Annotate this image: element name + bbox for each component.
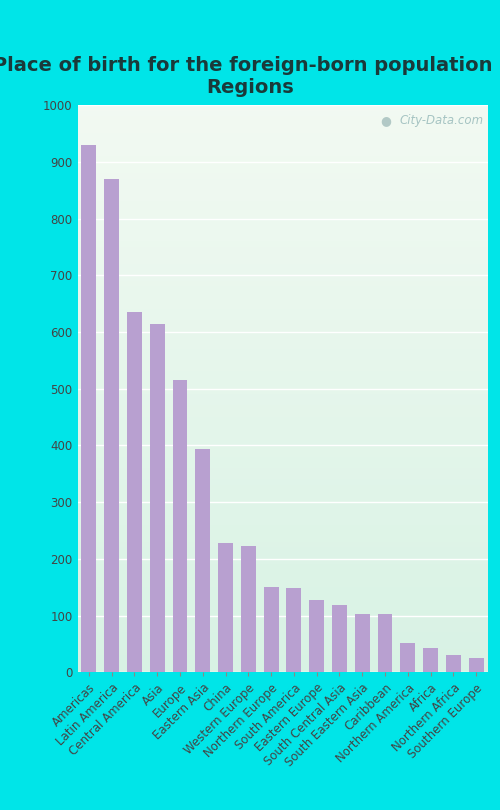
Bar <box>446 655 460 672</box>
Text: Place of birth for the foreign-born population -
Regions: Place of birth for the foreign-born popu… <box>0 57 500 97</box>
Bar <box>127 312 142 672</box>
Bar <box>82 145 96 672</box>
Bar <box>378 615 392 672</box>
Text: ●: ● <box>380 113 391 127</box>
Bar <box>150 323 164 672</box>
Bar <box>172 380 188 672</box>
Bar <box>264 587 278 672</box>
Bar <box>241 547 256 672</box>
Bar <box>218 543 233 672</box>
Bar <box>310 599 324 672</box>
Bar <box>196 450 210 672</box>
Bar <box>286 588 302 672</box>
Bar <box>104 179 119 672</box>
Bar <box>400 643 415 672</box>
Bar <box>332 605 347 672</box>
Bar <box>423 648 438 672</box>
Bar <box>355 615 370 672</box>
Bar <box>468 658 483 672</box>
Text: City-Data.com: City-Data.com <box>400 113 483 127</box>
